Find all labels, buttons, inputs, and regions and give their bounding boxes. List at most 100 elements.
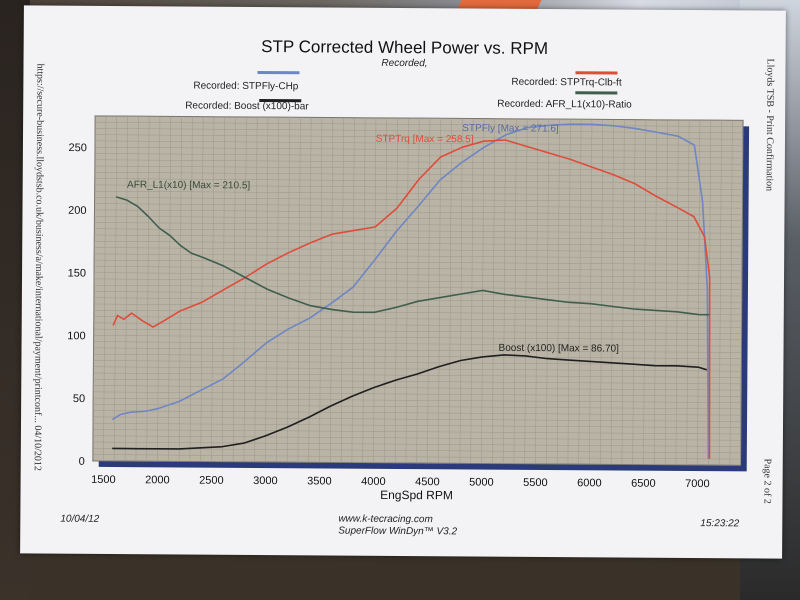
grid-line-x	[124, 116, 128, 462]
grid-line-x	[610, 119, 614, 465]
grid-line-x	[524, 118, 528, 464]
grid-line-x	[211, 116, 215, 462]
grid-line-x	[502, 118, 506, 464]
grid-line-x	[535, 118, 539, 464]
x-tick-label: 5000	[469, 476, 494, 488]
grid-line-y	[93, 372, 742, 378]
grid-line-x	[718, 120, 722, 466]
grid-line-x	[189, 116, 193, 462]
grid-line-x	[351, 117, 355, 463]
grid-line-x	[427, 118, 431, 464]
grid-line-y	[93, 397, 742, 403]
grid-line-y	[93, 297, 742, 303]
grid-line-x	[92, 115, 96, 461]
footer-website: www.k-tecracing.com	[338, 513, 433, 526]
grid-line-y	[95, 121, 744, 127]
grid-line-y	[94, 222, 743, 228]
grid-line-y	[93, 366, 742, 372]
grid-line-y	[94, 259, 743, 265]
grid-line-y	[93, 391, 742, 397]
grid-line-y	[94, 172, 743, 178]
x-tick-label: 6500	[631, 478, 656, 490]
grid-line-x	[276, 117, 279, 463]
grid-line-x	[589, 119, 593, 465]
grid-line-x	[416, 118, 420, 464]
grid-line-y	[92, 448, 741, 454]
grid-line-y	[93, 335, 742, 341]
series-line-boost-x100-	[112, 354, 708, 450]
grid-line-x	[556, 119, 560, 465]
grid-line-y	[94, 253, 743, 259]
series-line-stptrq	[112, 139, 711, 459]
grid-line-y	[93, 316, 742, 322]
grid-line-y	[93, 284, 742, 290]
x-tick-label: 5500	[523, 477, 548, 489]
x-tick-label: 1500	[91, 474, 116, 486]
grid-line-y	[95, 134, 744, 140]
grid-line-x	[319, 117, 323, 463]
x-axis-label: EngSpd RPM	[380, 488, 453, 503]
grid-line-y	[94, 266, 743, 272]
series-line-afr-l1-x10-	[115, 196, 710, 316]
grid-line-y	[94, 247, 743, 253]
grid-line-x	[600, 119, 603, 465]
grid-line-y	[93, 347, 742, 353]
x-tick-label: 4500	[415, 476, 440, 488]
grid-line-x	[470, 118, 474, 464]
footer-time: 15:23:22	[700, 518, 740, 530]
grid-line-x	[114, 115, 118, 461]
grid-line-y	[94, 146, 743, 152]
grid-line-y	[92, 429, 741, 435]
grid-line-x	[297, 117, 301, 463]
grid-line-x	[448, 118, 452, 464]
y-tick-label: 200	[68, 205, 86, 217]
y-tick-label: 100	[67, 330, 85, 342]
grid-line-x	[373, 117, 377, 463]
chart-svg: 1500 2000 2500 3000 3500 4000 4500 5000 5500 6000…	[67, 115, 750, 503]
grid-line-x	[643, 119, 647, 465]
printed-sheet: STP Corrected Wheel Power vs. RPM Record…	[20, 5, 786, 559]
series-line-stpfly	[111, 123, 710, 459]
grid-line-y	[94, 209, 743, 215]
grid-line-y	[92, 435, 741, 441]
grid-line-x	[340, 117, 344, 463]
footer-software: SuperFlow WinDyn™ V3.2	[338, 525, 458, 538]
grid-line-y	[93, 422, 741, 428]
grid-line-x	[546, 119, 549, 465]
x-tick-label: 4000	[361, 476, 386, 488]
grid-line-y	[93, 341, 742, 347]
grid-line-x	[157, 116, 161, 462]
grid-line-y	[93, 291, 742, 297]
annotation-label: STPFly [Max = 271.6]	[462, 123, 559, 135]
grid-line-x	[513, 118, 517, 464]
grid-line-x	[254, 116, 258, 462]
grid-line-x	[686, 119, 690, 465]
grid-line-x	[200, 116, 204, 462]
grid-line-x	[232, 116, 236, 462]
grid-line-y	[93, 379, 742, 385]
grid-line-x	[384, 117, 387, 463]
grid-line-x	[394, 117, 398, 463]
grid-line-y	[94, 165, 743, 171]
grid-line-x	[178, 116, 182, 462]
grid-line-y	[94, 215, 743, 221]
grid-line-x	[664, 119, 668, 465]
grid-line-x	[654, 119, 657, 465]
annotation-label: STPTrq [Max = 258.5]	[376, 134, 474, 146]
x-tick-label: 3000	[253, 475, 278, 487]
grid-line-y	[94, 159, 743, 165]
grid-line-x	[330, 117, 333, 463]
grid-line-x	[103, 115, 107, 461]
grid-line-y	[93, 410, 742, 416]
grid-line-y	[94, 197, 743, 203]
grid-line-y	[94, 140, 743, 146]
grid-line-x	[405, 118, 409, 464]
grid-line-x	[567, 119, 571, 465]
grid-line-x	[492, 118, 495, 464]
grid-line-x	[459, 118, 463, 464]
grid-line-x	[135, 116, 139, 462]
annotation-label: Boost (x100) [Max = 86.70]	[499, 343, 620, 355]
x-tick-label: 2000	[145, 474, 170, 486]
grid-line-x	[146, 116, 150, 462]
grid-line-y	[93, 303, 742, 309]
